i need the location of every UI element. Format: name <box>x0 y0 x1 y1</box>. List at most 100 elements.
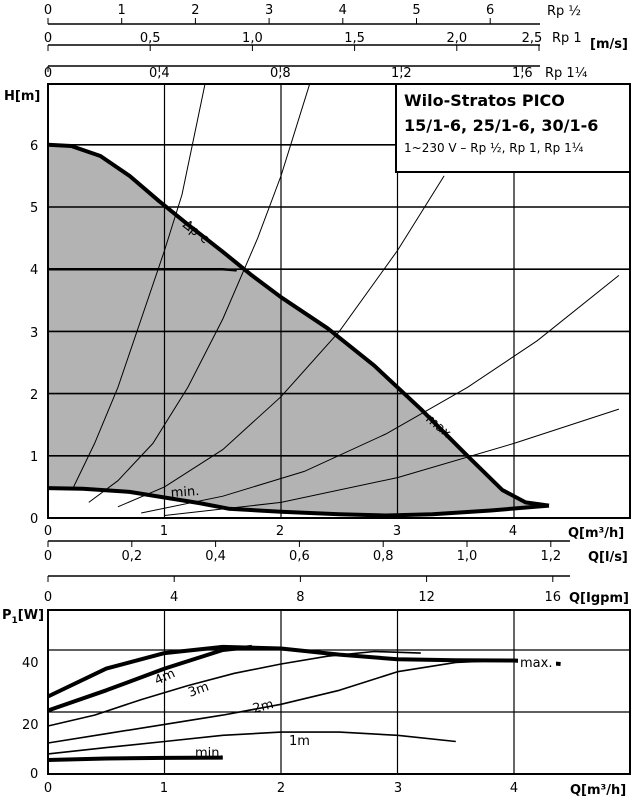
p-unit: [W] <box>18 608 44 623</box>
velocity-scales: 0 1 2 3 4 5 6 Rp ½ 0 0,5 1,0 1,5 2,0 2,5… <box>44 3 628 81</box>
h-tick-label: 3 <box>30 326 38 341</box>
min-label: min. <box>170 484 200 501</box>
q-igpm-ticks: 0 4 8 12 16 <box>44 576 561 605</box>
q-igpm-tick-label: 12 <box>418 590 435 605</box>
rp-1-tick-label: 1,5 <box>344 31 365 46</box>
q-m3h-bottom-tick-label: 3 <box>394 781 402 796</box>
h-tick-label: 6 <box>30 139 38 154</box>
system-curve <box>164 408 620 516</box>
rp-1-tick-label: 1,0 <box>242 31 263 46</box>
rp-half-unit: Rp ½ <box>547 4 581 19</box>
head-chart-frame <box>47 83 631 519</box>
min-power-label: min. <box>195 746 224 761</box>
min-head-curve <box>47 486 550 518</box>
q-m3h-top-label: Q[m³/h] <box>568 526 624 541</box>
info-title: Wilo-Stratos PICO <box>404 91 565 110</box>
q-igpm-tick-label: 4 <box>170 590 178 605</box>
system-curves <box>73 84 620 516</box>
flow-scales: 0 1 2 3 4 Q[m³/h] 0 0,2 0,4 0,6 0,8 1,0 … <box>44 524 629 606</box>
rp-half-tick-label: 2 <box>191 3 199 18</box>
2m-power-curve <box>47 658 526 744</box>
q-ls-tick-label: 0 <box>44 549 52 564</box>
p-tick-label: 20 <box>22 718 39 733</box>
q-m3h-tick-label: 3 <box>393 524 401 539</box>
q-ls-tick-label: 1,2 <box>540 549 561 564</box>
operating-area-fill <box>48 144 549 516</box>
rp-half-tick-label: 0 <box>44 3 52 18</box>
4m-head-line <box>48 267 237 272</box>
3m-label: 3m <box>186 680 211 701</box>
q-ls-tick-label: 0,2 <box>121 549 142 564</box>
system-curve <box>88 84 311 503</box>
info-models: 15/1-6, 25/1-6, 30/1-6 <box>404 116 598 135</box>
svg-text:P1[W]: P1[W] <box>2 608 44 626</box>
q-m3h-bottom-label: Q[m³/h] <box>570 783 626 798</box>
rp-1-1-4-tick-label: 0,8 <box>270 66 291 81</box>
q-m3h-bottom-tick-label: 4 <box>510 781 518 796</box>
head-chart: H[m] 0 1 2 3 4 5 6 Δp-c max. min. Wilo-S… <box>4 83 631 527</box>
h-tick-label: 2 <box>30 388 38 403</box>
p-subscript: 1 <box>12 616 18 626</box>
q-m3h-tick-label: 4 <box>509 524 517 539</box>
q-m3h-tick-label: 1 <box>160 524 168 539</box>
rp-half-tick-label: 3 <box>265 3 273 18</box>
rp-half-tick-label: 6 <box>486 3 494 18</box>
q-ls-ticks: 0 0,2 0,4 0,6 0,8 1,0 1,2 <box>44 541 561 564</box>
curve-labels: max. 4m 3m 2m 1m min. <box>152 655 556 761</box>
q-m3h-bottom-tick-label: 1 <box>160 781 168 796</box>
p-axis-label: P1[W] <box>2 608 44 626</box>
h-tick-label: 1 <box>30 450 38 465</box>
max-power-label: max. <box>520 656 552 671</box>
3m-power-curve <box>47 650 421 727</box>
rp-half-tick-label: 5 <box>412 3 420 18</box>
rp-half-ticks: 0 1 2 3 4 5 6 <box>44 3 494 24</box>
q-igpm-tick-label: 8 <box>296 590 304 605</box>
system-curve <box>73 84 206 488</box>
power-gridlines <box>48 610 630 774</box>
power-chart-frame <box>47 609 631 775</box>
q-m3h-bottom-tick-label: 0 <box>44 781 52 796</box>
q-ls-tick-label: 1,0 <box>457 549 478 564</box>
rp-1-tick-label: 0,5 <box>140 31 161 46</box>
info-box: Wilo-Stratos PICO 15/1-6, 25/1-6, 30/1-6… <box>395 83 631 173</box>
rp-half-tick-label: 4 <box>339 3 347 18</box>
q-m3h-tick-label: 0 <box>44 524 52 539</box>
rp-1-ticks: 0 0,5 1,0 1,5 2,0 2,5 <box>44 31 542 51</box>
h-tick-labels: 0 1 2 3 4 5 6 <box>30 139 38 527</box>
system-curve <box>117 175 445 508</box>
min-power-curve <box>47 755 223 762</box>
q-ls-label: Q[l/s] <box>588 550 628 565</box>
q-ls-tick-label: 0,6 <box>289 549 310 564</box>
p-tick-labels: 0 20 40 <box>22 656 39 782</box>
rp-1-1-4-tick-label: 1,2 <box>391 66 412 81</box>
p-label: P <box>2 608 12 623</box>
2m-label: 2m <box>251 697 275 717</box>
rp-1-1-4-tick-label: 0,4 <box>149 66 170 81</box>
1m-power-curve <box>47 731 456 755</box>
h-tick-label: 0 <box>30 512 38 527</box>
rp-half-tick-label: 1 <box>118 3 126 18</box>
q-m3h-top-ticks: 0 1 2 3 4 <box>44 524 517 539</box>
rp-1-unit: Rp 1 <box>552 31 582 46</box>
rp-1-tick-label: 2,0 <box>446 31 467 46</box>
4m-label: 4m <box>152 666 177 688</box>
q-m3h-bottom-ticks: 0 1 2 3 4 <box>44 781 518 796</box>
info-voltage: 1~230 V – Rp ½, Rp 1, Rp 1¼ <box>404 141 584 155</box>
system-curve <box>141 275 620 514</box>
speed-unit: [m/s] <box>590 37 628 52</box>
1m-label: 1m <box>289 734 310 749</box>
q-m3h-tick-label: 2 <box>276 524 284 539</box>
p-tick-label: 40 <box>22 656 39 671</box>
rp-1-1-4-unit: Rp 1¼ <box>545 66 588 81</box>
h-axis-label: H[m] <box>4 89 40 104</box>
q-ls-tick-label: 0,8 <box>373 549 394 564</box>
p-tick-label: 0 <box>30 767 38 782</box>
rp-1-tick-label: 0 <box>44 31 52 46</box>
q-m3h-bottom-tick-label: 2 <box>277 781 285 796</box>
rp-1-1-4-tick-label: 0 <box>44 66 52 81</box>
q-igpm-label: Q[Igpm] <box>569 591 629 606</box>
rp-1-1-4-tick-label: 1,6 <box>512 66 533 81</box>
q-ls-tick-label: 0,4 <box>205 549 226 564</box>
q-igpm-tick-label: 0 <box>44 590 52 605</box>
